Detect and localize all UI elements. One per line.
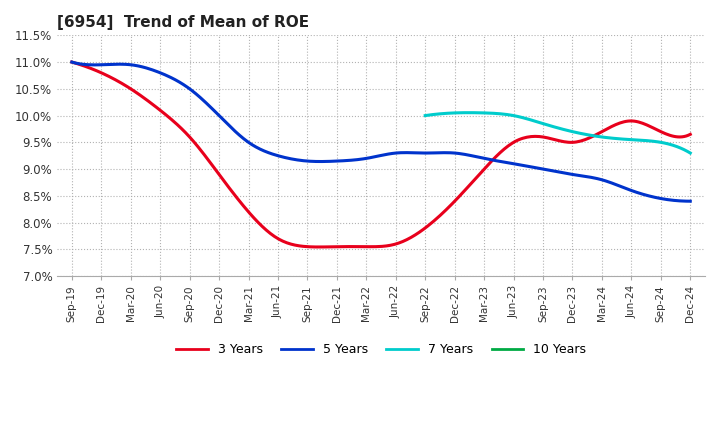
5 Years xyxy=(70,60,78,65)
3 Years xyxy=(438,211,446,216)
5 Years xyxy=(433,150,442,155)
7 Years xyxy=(662,141,670,146)
5 Years xyxy=(686,198,695,204)
5 Years xyxy=(436,150,444,155)
7 Years xyxy=(579,131,588,136)
Line: 7 Years: 7 Years xyxy=(426,113,690,153)
3 Years xyxy=(436,213,444,218)
3 Years xyxy=(630,118,639,124)
5 Years xyxy=(446,150,454,155)
7 Years xyxy=(584,132,593,138)
3 Years xyxy=(448,201,456,206)
Line: 3 Years: 3 Years xyxy=(72,62,690,247)
Text: [6954]  Trend of Mean of ROE: [6954] Trend of Mean of ROE xyxy=(57,15,309,30)
7 Years xyxy=(686,150,695,156)
5 Years xyxy=(628,188,636,194)
7 Years xyxy=(421,113,430,118)
7 Years xyxy=(580,132,588,137)
Legend: 3 Years, 5 Years, 7 Years, 10 Years: 3 Years, 5 Years, 7 Years, 10 Years xyxy=(171,338,591,361)
5 Years xyxy=(589,175,598,180)
3 Years xyxy=(314,244,323,249)
3 Years xyxy=(591,132,600,138)
3 Years xyxy=(70,60,78,65)
7 Years xyxy=(464,110,473,115)
7 Years xyxy=(645,138,654,143)
3 Years xyxy=(686,132,695,137)
Line: 5 Years: 5 Years xyxy=(72,62,690,201)
3 Years xyxy=(68,59,76,65)
7 Years xyxy=(422,113,431,118)
5 Years xyxy=(68,59,76,65)
